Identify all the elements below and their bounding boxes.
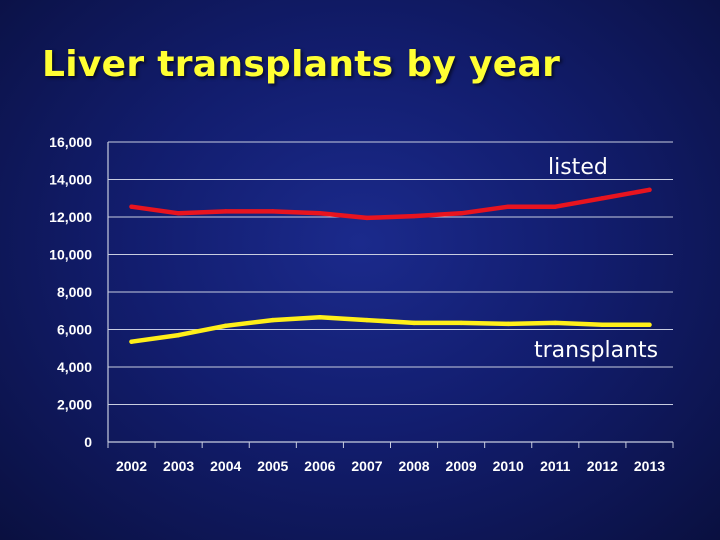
data-point-transplants (411, 320, 417, 326)
data-point-listed (411, 213, 417, 219)
data-point-listed (129, 204, 134, 209)
data-point-listed (176, 211, 181, 216)
x-tick-label: 2002 (116, 458, 147, 474)
y-tick-label: 8,000 (57, 284, 92, 300)
x-tick-label: 2012 (587, 458, 618, 474)
y-tick-label: 0 (84, 434, 92, 450)
series-line-transplants (129, 315, 652, 344)
data-point-transplants (506, 321, 511, 327)
data-point-listed (647, 187, 652, 193)
y-axis-tick-labels: 0 2,000 4,000 6,000 8,000 10,000 12,000 14,000 1… (49, 134, 92, 450)
slide-title: Liver transplants by year (42, 44, 561, 85)
x-tick-label: 2006 (304, 458, 335, 474)
series-label-listed: listed (548, 155, 608, 180)
x-axis-tick-labels: 2002 2003 2004 2005 2006 2007 2008 2009 2010 2011… (116, 458, 665, 474)
y-tick-label: 14,000 (49, 172, 92, 188)
data-point-listed (553, 204, 558, 209)
axes (107, 142, 674, 448)
data-point-listed (317, 211, 323, 216)
data-point-transplants (317, 315, 323, 320)
data-point-listed (270, 209, 275, 214)
data-point-transplants (364, 317, 370, 323)
data-point-listed (223, 209, 228, 214)
data-point-transplants (647, 322, 652, 328)
y-tick-label: 2,000 (57, 397, 92, 413)
x-tick-label: 2004 (210, 458, 241, 474)
x-tick-label: 2010 (493, 458, 524, 474)
x-tick-label: 2005 (257, 458, 288, 474)
x-tick-label: 2007 (351, 458, 382, 474)
data-point-transplants (223, 323, 228, 328)
y-tick-label: 16,000 (49, 134, 92, 150)
x-tick-label: 2003 (163, 458, 194, 474)
series-label-transplants: transplants (534, 338, 658, 363)
data-point-transplants (458, 320, 464, 326)
y-tick-label: 10,000 (49, 247, 92, 263)
x-tick-label: 2009 (446, 458, 477, 474)
x-tick-label: 2011 (540, 458, 571, 474)
data-point-listed (458, 211, 464, 216)
data-point-transplants (553, 320, 558, 326)
data-point-listed (600, 196, 605, 201)
x-tick-label: 2008 (398, 458, 429, 474)
x-tick-label: 2013 (634, 458, 665, 474)
series-labels: listed transplants (534, 155, 658, 363)
data-point-listed (506, 204, 511, 209)
data-point-listed (364, 215, 370, 221)
y-tick-label: 4,000 (57, 359, 92, 375)
y-tick-label: 12,000 (49, 209, 92, 225)
series-line-listed (129, 187, 652, 221)
data-point-transplants (600, 322, 605, 328)
y-tick-label: 6,000 (57, 322, 92, 338)
series-lines (129, 187, 652, 344)
data-point-transplants (129, 339, 134, 344)
grid-lines (108, 141, 673, 405)
data-point-transplants (270, 317, 275, 323)
data-point-transplants (176, 332, 181, 338)
